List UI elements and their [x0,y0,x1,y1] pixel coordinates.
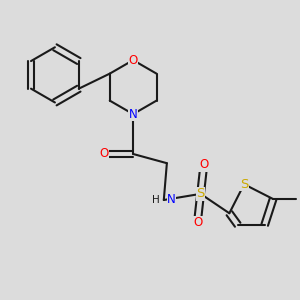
Text: N: N [167,194,176,206]
Text: N: N [129,108,137,121]
Text: O: O [199,158,208,171]
Text: O: O [128,54,138,67]
Text: H: H [152,195,160,205]
Text: S: S [240,178,248,191]
Text: O: O [193,217,202,230]
Text: O: O [99,148,109,160]
Text: S: S [196,188,205,200]
